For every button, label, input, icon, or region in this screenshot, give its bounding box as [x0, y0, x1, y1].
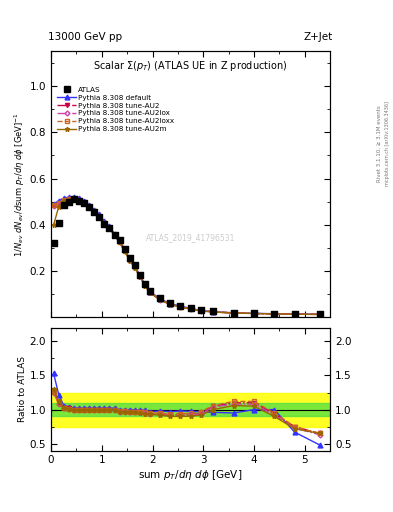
- Point: [251, 309, 257, 317]
- Point: [81, 199, 87, 207]
- Bar: [51, 393, 330, 426]
- Text: Z+Jet: Z+Jet: [304, 32, 333, 42]
- Point: [317, 310, 323, 318]
- Point: [137, 270, 143, 279]
- Point: [91, 208, 97, 216]
- Point: [210, 307, 217, 315]
- Point: [106, 224, 112, 232]
- Y-axis label: $1/N_{ev}\ dN_{ev}/d\mathrm{sum}\ p_T/d\eta\ d\phi\ [\mathrm{GeV}]^{-1}$: $1/N_{ev}\ dN_{ev}/d\mathrm{sum}\ p_T/d\…: [13, 112, 27, 257]
- Point: [50, 239, 57, 247]
- Legend: ATLAS, Pythia 8.308 default, Pythia 8.308 tune-AU2, Pythia 8.308 tune-AU2lox, Py: ATLAS, Pythia 8.308 default, Pythia 8.30…: [57, 87, 174, 132]
- Point: [121, 245, 128, 253]
- Point: [157, 294, 163, 303]
- Point: [116, 236, 123, 244]
- Point: [111, 231, 118, 239]
- Point: [187, 304, 194, 312]
- Point: [101, 220, 108, 228]
- Point: [86, 203, 92, 211]
- Point: [177, 302, 184, 310]
- Point: [66, 198, 72, 206]
- Point: [61, 201, 67, 209]
- Point: [231, 309, 237, 317]
- Point: [76, 197, 82, 205]
- Text: ATLAS_2019_41796531: ATLAS_2019_41796531: [146, 233, 235, 242]
- Point: [167, 299, 173, 307]
- Text: mcplots.cern.ch [arXiv:1306.3436]: mcplots.cern.ch [arXiv:1306.3436]: [385, 101, 389, 186]
- Bar: [51, 403, 330, 416]
- Point: [71, 195, 77, 203]
- Text: Rivet 3.1.10, ≥ 3.1M events: Rivet 3.1.10, ≥ 3.1M events: [377, 105, 382, 182]
- Point: [198, 306, 204, 314]
- Point: [127, 254, 133, 263]
- Y-axis label: Ratio to ATLAS: Ratio to ATLAS: [18, 356, 27, 422]
- Point: [96, 212, 103, 221]
- X-axis label: sum $p_T/d\eta\ d\phi$ [GeV]: sum $p_T/d\eta\ d\phi$ [GeV]: [138, 468, 243, 482]
- Point: [132, 261, 138, 269]
- Text: 13000 GeV pp: 13000 GeV pp: [48, 32, 123, 42]
- Point: [147, 287, 153, 295]
- Point: [55, 219, 62, 227]
- Text: Scalar $\Sigma(p_T)$ (ATLAS UE in Z production): Scalar $\Sigma(p_T)$ (ATLAS UE in Z prod…: [94, 59, 288, 73]
- Point: [271, 310, 277, 318]
- Point: [142, 280, 148, 288]
- Point: [292, 310, 298, 318]
